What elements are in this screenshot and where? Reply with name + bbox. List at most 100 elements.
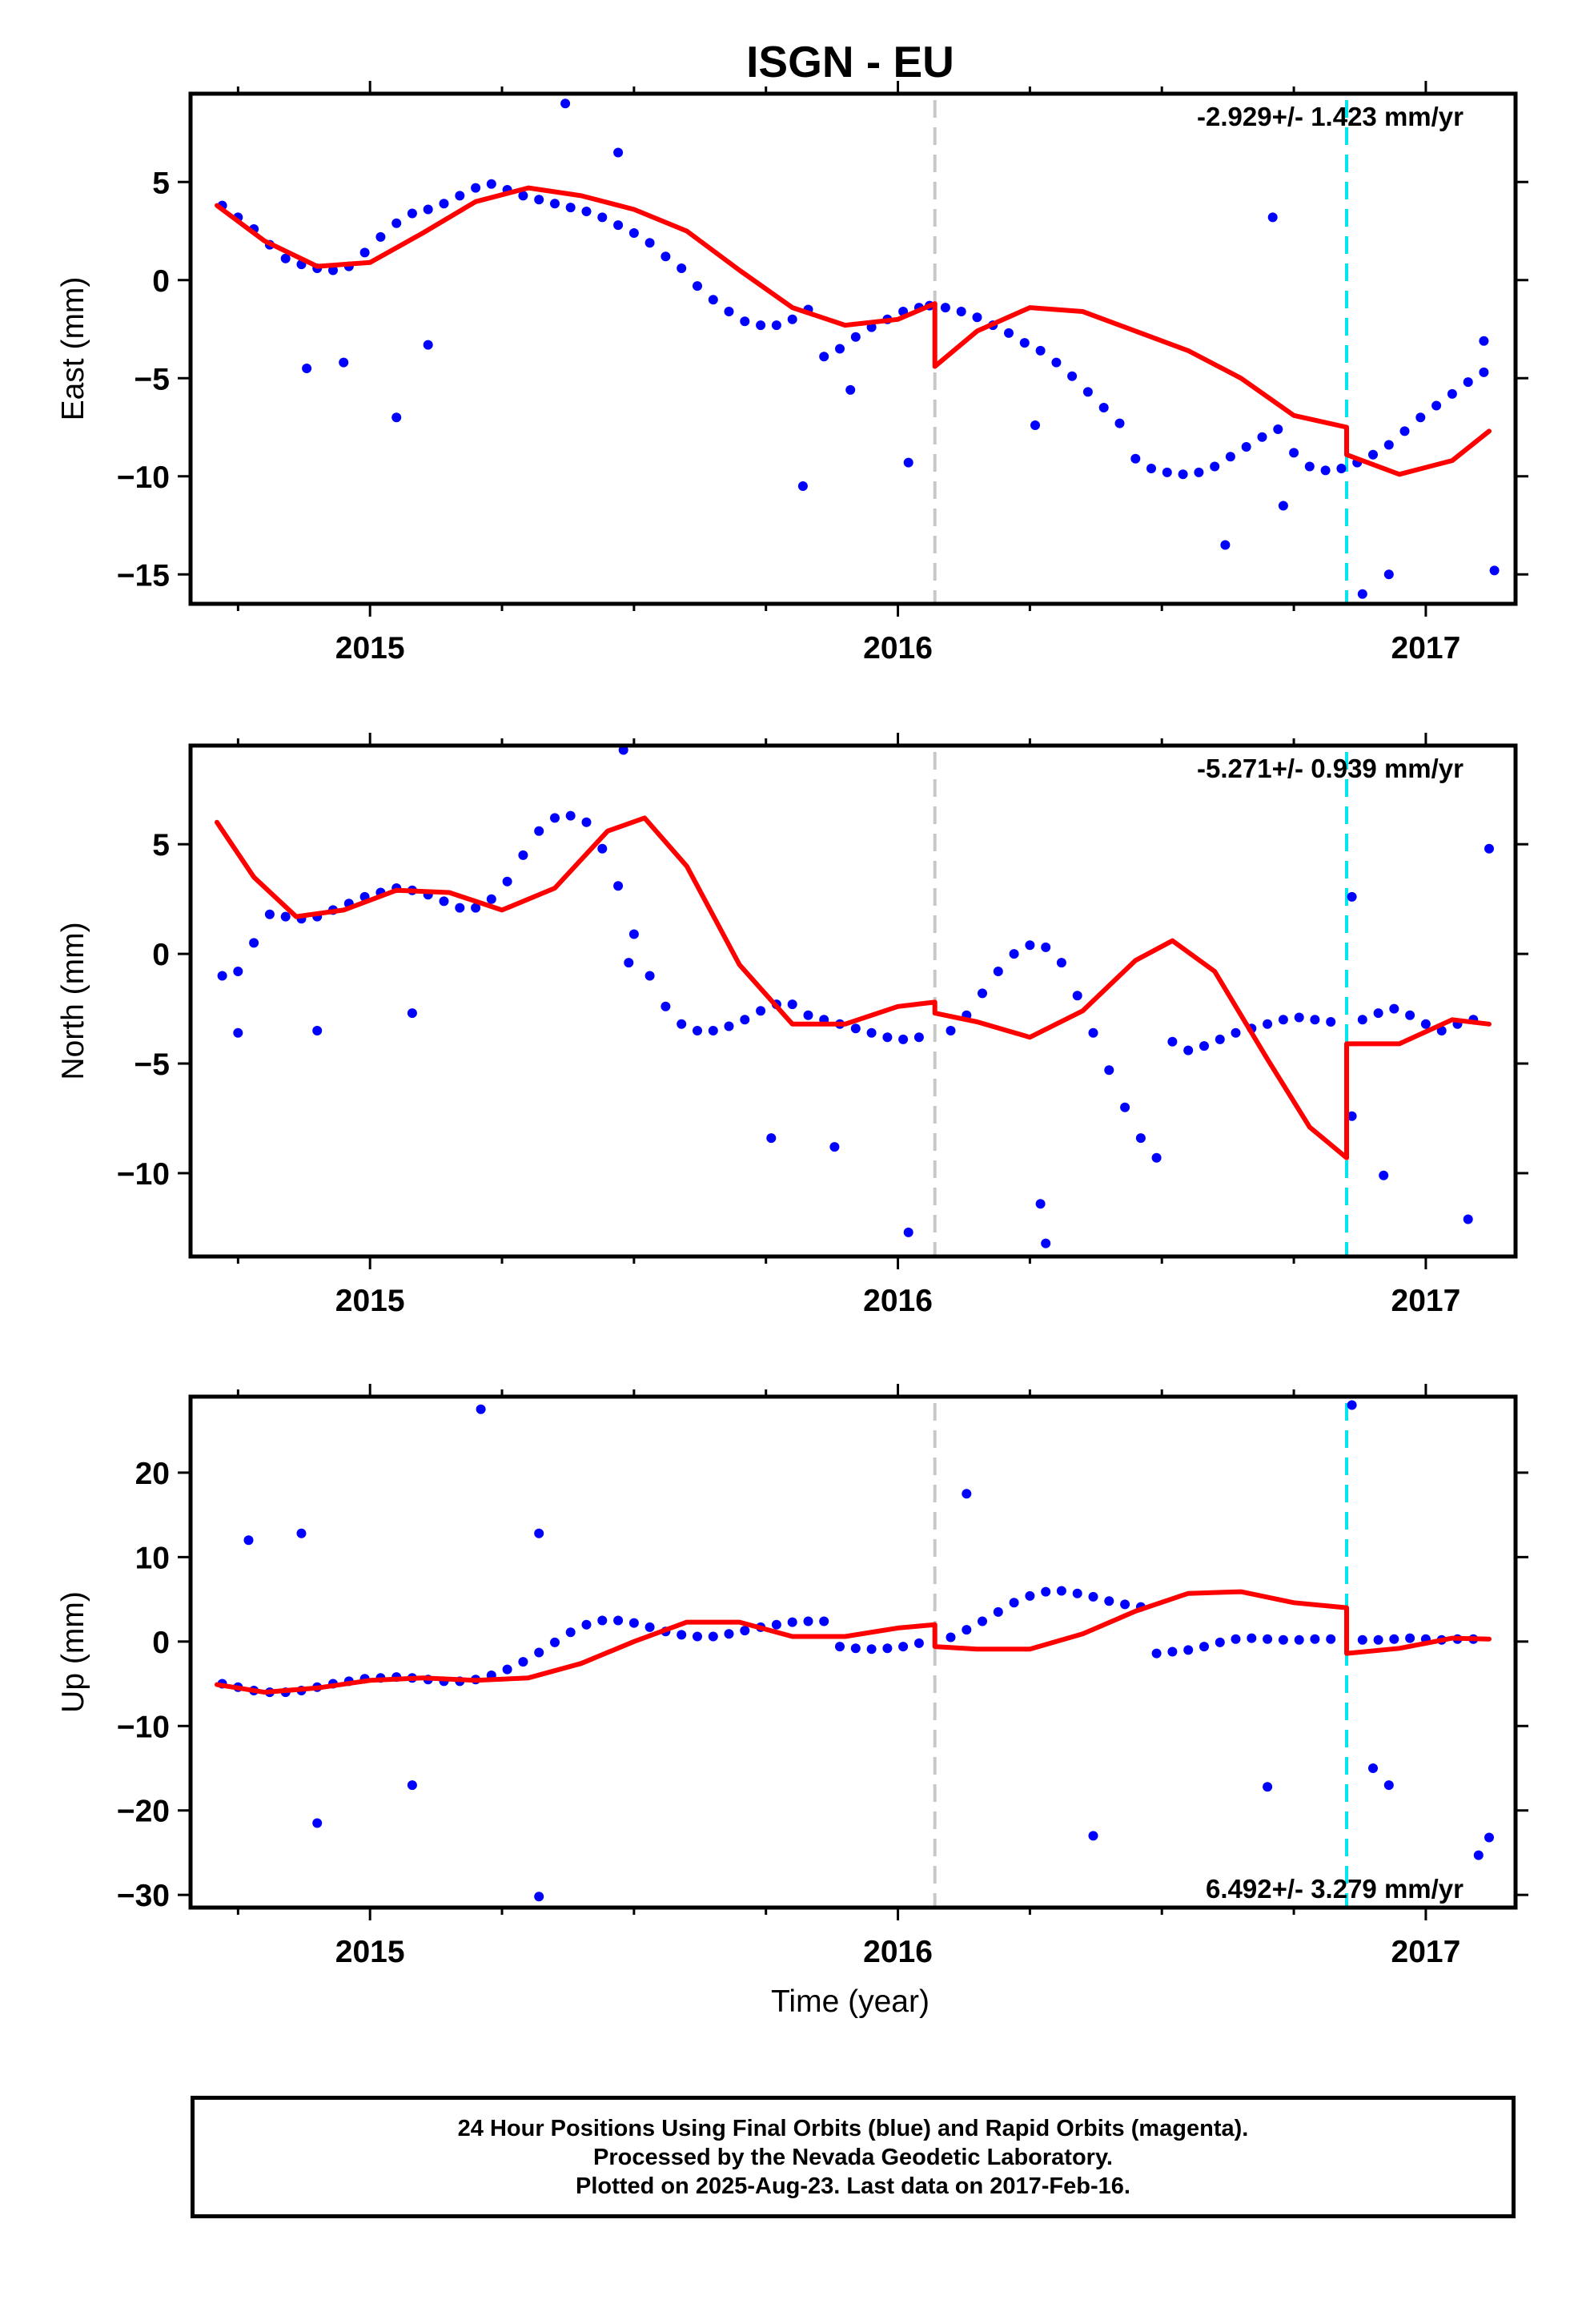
data-point [1436,1026,1447,1035]
footer-box: 24 Hour Positions Using Final Orbits (bl… [191,2096,1516,2218]
data-point [1278,1634,1288,1645]
data-point [486,894,496,904]
chart-panel-3: 2015 2016 2017 20 10 0 −10 −20 −30 Up (mm) 6.492+/… [56,1384,1528,1969]
y-tick-label: −30 [117,1879,170,1913]
data-point [302,364,312,373]
data-point [407,1780,417,1791]
data-point [391,412,402,423]
data-point [455,191,465,201]
data-point [280,911,291,922]
data-point [1183,1645,1194,1655]
data-point [439,896,449,907]
data-point [1025,940,1035,951]
y-tick-label: 10 [135,1541,170,1575]
y-tick-label: 0 [152,264,170,299]
data-point [613,147,624,158]
data-point [502,876,512,887]
data-point [940,303,950,313]
data-point [903,457,913,468]
data-point [1025,1590,1035,1601]
data-point [1473,1850,1484,1860]
data-point [1194,467,1204,477]
data-point [1489,565,1500,576]
data-point [1146,464,1156,473]
data-point [550,1637,560,1647]
x-tick-label: 2015 [335,1935,405,1969]
plot-data [215,746,1494,1248]
x-tick-label: 2016 [863,1284,933,1318]
data-point [1263,1782,1273,1792]
data-point [1135,1133,1146,1144]
data-point [233,1027,243,1038]
y-tick-label: −20 [117,1795,170,1829]
data-point [471,183,481,193]
data-point [1215,1034,1225,1044]
data-point [1389,1634,1399,1644]
data-point [597,843,608,854]
data-point [280,253,291,263]
data-point [1484,843,1494,854]
data-point [1373,1008,1383,1019]
data-point [740,316,750,327]
data-point [1294,1634,1304,1645]
y-tick-label: 0 [152,1626,170,1660]
data-point [771,1619,781,1630]
data-point [819,1616,829,1626]
data-point [1247,1633,1257,1643]
data-point [1041,1586,1051,1597]
data-point [708,1631,718,1642]
data-point [1072,1588,1082,1598]
data-point [423,204,433,215]
data-point [1082,387,1093,397]
data-point [946,1026,956,1035]
data-point [956,307,966,316]
data-point [661,1001,671,1011]
data-point [1267,212,1278,223]
y-tick-label: 0 [152,938,170,972]
data-point [1167,1647,1178,1657]
data-point [534,826,544,836]
y-tick-label: 5 [152,166,170,200]
data-point [850,1643,861,1654]
data-point [518,191,528,201]
data-point [787,314,797,324]
x-tick-label: 2015 [335,1284,405,1318]
data-point [835,344,845,354]
data-point [1241,442,1251,452]
data-point [882,1032,893,1043]
data-point [1088,1027,1098,1038]
data-point [1225,452,1235,462]
data-point [1041,942,1051,952]
data-point [581,817,592,827]
data-point [618,746,628,755]
data-point [518,1657,528,1667]
data-point [771,320,781,331]
data-point [1431,400,1442,411]
data-point [1120,1102,1130,1112]
y-tick-label: −10 [117,1157,170,1192]
data-point [1447,388,1457,399]
data-point [1278,1015,1288,1025]
data-point [1420,1019,1431,1029]
data-point [581,207,592,216]
data-point [1463,377,1473,388]
data-point [1294,1012,1304,1023]
data-point [328,265,338,275]
data-point [693,281,702,292]
plot-frame [188,1394,1518,1910]
x-tick-label: 2016 [863,1935,933,1969]
data-point [724,1629,734,1639]
data-point [993,1606,1003,1617]
data-point [502,1664,512,1675]
data-point [677,263,687,273]
data-point [978,1616,987,1626]
data-point [993,967,1003,976]
y-tick-label: −10 [117,460,170,495]
data-point [486,179,496,189]
footer-line-3: Plotted on 2025-Aug-23. Last data on 201… [576,2173,1130,2199]
data-point [1098,403,1109,412]
velocity-rate-label: -5.271+/- 0.939 mm/yr [1197,754,1464,783]
x-tick-label: 2017 [1391,1284,1461,1318]
data-point [1289,448,1299,458]
